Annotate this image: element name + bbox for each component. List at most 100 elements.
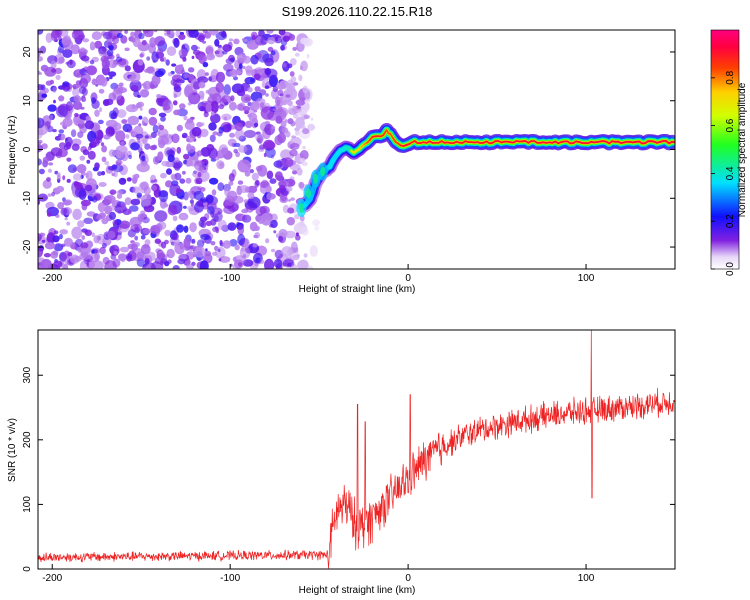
- noise-blob: [223, 63, 234, 72]
- noise-blob: [210, 241, 216, 246]
- noise-blob: [266, 170, 274, 180]
- noise-blob: [273, 230, 277, 234]
- noise-blob: [38, 117, 45, 129]
- noise-blob: [192, 81, 201, 90]
- noise-blob: [51, 30, 60, 39]
- noise-blob: [79, 155, 86, 161]
- noise-blob: [98, 88, 105, 94]
- noise-blob: [296, 167, 303, 176]
- noise-blob: [142, 30, 150, 34]
- noise-blob: [214, 246, 226, 259]
- noise-blob: [56, 185, 65, 193]
- colorbar: 0.0 0.2 0.4 0.6 0.8 Normalized spectral ampl…: [710, 29, 748, 276]
- noise-blob: [120, 141, 124, 146]
- noise-blob: [230, 69, 238, 78]
- noise-blob: [157, 252, 166, 260]
- noise-blob: [265, 185, 272, 193]
- noise-blob: [260, 106, 275, 120]
- noise-blob: [214, 39, 220, 47]
- noise-blob: [157, 135, 169, 146]
- noise-blob: [280, 44, 285, 51]
- noise-blob: [179, 246, 184, 250]
- noise-blob: [254, 263, 259, 267]
- noise-blob: [289, 142, 300, 150]
- noise-blob: [173, 162, 181, 171]
- noise-blob: [171, 63, 177, 67]
- noise-blob: [211, 189, 217, 196]
- noise-blob: [191, 55, 195, 60]
- noise-blob: [57, 45, 65, 54]
- noise-blob: [64, 237, 73, 247]
- noise-blob: [166, 46, 177, 56]
- noise-blob: [141, 194, 152, 207]
- noise-blob: [117, 159, 122, 163]
- noise-blob: [228, 173, 235, 182]
- noise-blob: [74, 182, 83, 190]
- noise-blob: [116, 193, 123, 199]
- noise-blob: [48, 162, 54, 166]
- noise-blob: [271, 248, 276, 253]
- noise-blob: [298, 181, 305, 189]
- noise-blob: [186, 263, 194, 269]
- noise-blob: [82, 38, 90, 43]
- noise-blob: [160, 172, 167, 179]
- noise-blob: [118, 177, 127, 185]
- noise-blob: [188, 30, 199, 38]
- noise-blob: [126, 177, 132, 182]
- y-tick-label: 200: [22, 431, 33, 448]
- noise-blob: [179, 103, 186, 110]
- noise-blob: [60, 121, 66, 126]
- noise-blob: [119, 220, 131, 229]
- noise-blob: [287, 207, 295, 214]
- noise-blob: [264, 141, 276, 150]
- noise-blob: [183, 205, 187, 209]
- noise-blob: [56, 175, 62, 180]
- noise-blob: [76, 164, 87, 174]
- noise-blob: [222, 50, 228, 55]
- spectrogram-ridge: [296, 123, 675, 218]
- noise-blob: [58, 233, 64, 240]
- noise-blob: [276, 107, 289, 117]
- noise-blob: [101, 57, 110, 70]
- noise-blob: [277, 132, 287, 144]
- noise-blob: [274, 171, 283, 181]
- noise-blob: [149, 83, 155, 90]
- noise-blob: [38, 141, 42, 145]
- noise-blob: [276, 233, 279, 238]
- noise-blob: [94, 40, 103, 49]
- noise-blob: [144, 143, 151, 150]
- noise-blob: [167, 72, 173, 77]
- noise-blob: [188, 190, 193, 195]
- y-tick-label: 300: [22, 366, 33, 383]
- noise-blob: [280, 100, 288, 106]
- noise-blob: [286, 86, 294, 94]
- noise-blob: [237, 233, 246, 246]
- x-tick-label: -100: [220, 573, 240, 584]
- x-tick-label: -200: [42, 573, 62, 584]
- noise-blob: [117, 87, 127, 94]
- colorbar-ticks: 0.0 0.2 0.4 0.6 0.8: [711, 70, 736, 276]
- noise-blob: [286, 186, 293, 192]
- noise-blob: [183, 159, 188, 165]
- noise-blob: [260, 36, 269, 45]
- y-tick-label: 100: [22, 496, 33, 513]
- noise-blob: [144, 258, 150, 265]
- noise-blob: [124, 65, 131, 72]
- noise-blob: [115, 145, 128, 155]
- noise-blob: [146, 56, 151, 61]
- spectrogram-noise: [38, 30, 321, 269]
- noise-blob: [152, 124, 159, 134]
- noise-blob: [130, 31, 136, 37]
- noise-blob: [49, 79, 55, 85]
- noise-blob: [199, 187, 206, 192]
- noise-blob: [299, 150, 309, 160]
- noise-blob: [158, 124, 165, 131]
- noise-blob: [309, 245, 318, 257]
- noise-blob: [138, 115, 143, 120]
- noise-blob: [67, 252, 73, 257]
- noise-blob: [248, 112, 258, 123]
- noise-blob: [142, 228, 151, 235]
- noise-blob: [72, 101, 83, 110]
- noise-blob: [303, 114, 311, 119]
- noise-blob: [140, 235, 146, 240]
